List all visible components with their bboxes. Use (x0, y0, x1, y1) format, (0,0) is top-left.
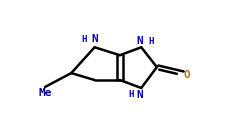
Text: H: H (148, 37, 153, 46)
Text: H: H (128, 90, 133, 99)
Text: O: O (183, 70, 190, 80)
Text: Me: Me (38, 88, 52, 98)
Text: N: N (136, 90, 142, 100)
Text: N: N (136, 36, 142, 46)
Text: H: H (81, 35, 86, 44)
Text: N: N (91, 34, 98, 44)
